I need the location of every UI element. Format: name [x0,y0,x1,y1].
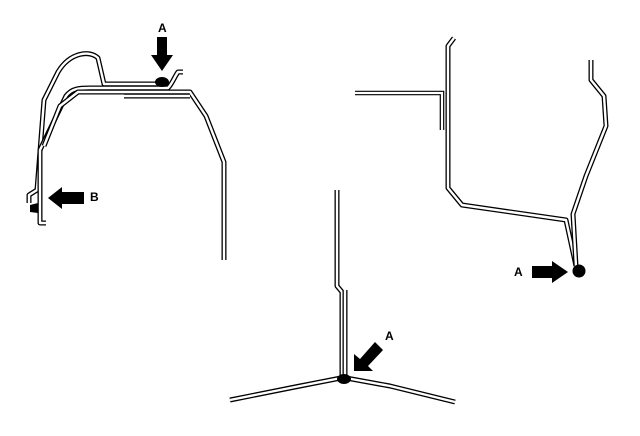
label-a: A [514,265,523,279]
weld-bead-b [30,203,38,213]
arrow-a-right-icon [532,261,568,283]
figure-1: A B [26,21,227,260]
weld-bead [337,374,351,384]
figure-3: A [229,190,456,405]
weld-bead [155,77,169,87]
left-flange [229,375,342,403]
inner-panel [37,69,183,226]
arrow-a-diagonal-icon [354,342,383,371]
figure-2: A [355,36,609,283]
arrow-b-left-icon [48,187,84,209]
outer-panel [445,36,579,267]
inner-panel [570,60,609,267]
label-a: A [158,21,167,35]
outer-panel [26,51,160,203]
label-b: B [90,190,99,204]
vertical-panel-left [334,190,345,378]
weld-bead [572,264,586,278]
label-a: A [385,329,394,343]
horizontal-flange [355,90,445,130]
arrow-a-down-icon [151,37,173,71]
reinforcement-panel [41,89,227,260]
right-flange [345,375,456,405]
